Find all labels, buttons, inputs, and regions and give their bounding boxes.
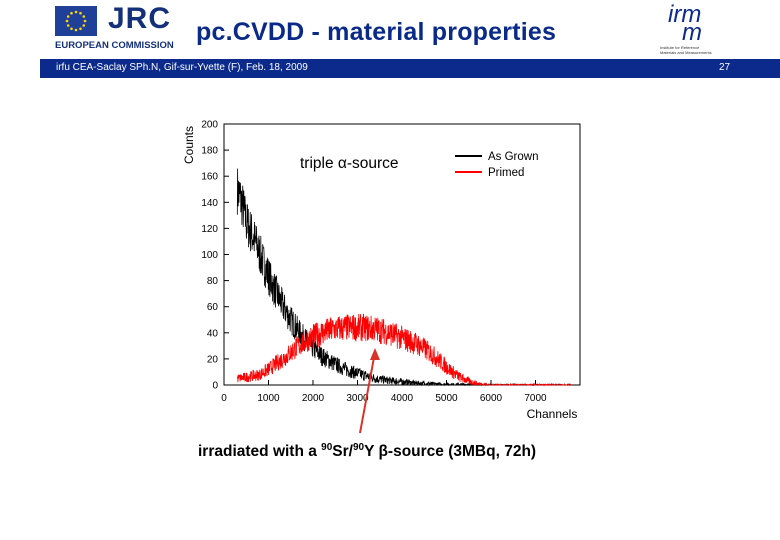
caption-isotope-2: 90 [352,442,365,453]
eu-star-icon [65,19,69,23]
header-bar [40,59,780,78]
x-tick-label: 0 [221,393,227,404]
chart-title: triple α-source [300,155,399,172]
eu-star-icon [79,11,82,15]
x-tick-label: 1000 [257,393,280,404]
eu-star-icon [82,15,86,18]
series-line-primed [236,313,572,387]
jrc-logo-text: JRC [108,2,172,35]
annotation-arrowhead [370,348,380,360]
eu-star-icon [70,11,73,15]
irmm-logo-text-2: m [682,19,702,46]
eu-star-icon [70,27,73,31]
caption-prefix: irradiated with a [198,443,322,461]
x-tick-label: 7000 [524,393,547,404]
y-tick-label: 160 [201,172,218,183]
eu-star-icon [66,15,70,18]
x-tick-label: 6000 [480,393,503,404]
legend-label: As Grown [488,151,539,163]
x-tick-label: 3000 [346,393,369,404]
annotation-arrow [359,351,376,434]
slide-number: 27 [719,62,731,73]
eu-star-icon [79,27,82,31]
header-bar-text: irfu CEA-Saclay SPh.N, Gif-sur-Yvette (F… [56,62,308,73]
y-tick-label: 60 [207,302,219,313]
x-tick-label: 2000 [302,393,325,404]
y-tick-label: 20 [207,354,219,365]
y-tick-label: 120 [201,224,218,235]
x-tick-label: 4000 [391,393,414,404]
series-line-as-grown [236,168,572,387]
y-tick-label: 200 [201,120,218,131]
page-title: pc.CVDD - material properties [196,18,557,46]
y-tick-label: 140 [201,198,218,209]
y-tick-label: 0 [212,381,218,392]
eu-star-icon [66,24,70,27]
legend-label: Primed [488,167,524,179]
eu-star-icon [83,19,87,23]
y-tick-label: 80 [207,276,219,287]
eu-flag-icon [55,6,97,36]
chart-legend: As Grown Primed [455,151,539,179]
irmm-subtext-2: Materials and Measurements [660,50,712,55]
caption-sr: Sr/ [332,443,353,461]
x-tick-label: 5000 [435,393,458,404]
y-tick-label: 40 [207,328,219,339]
irradiation-caption: irradiated with a 90Sr/90Y β-source (3MB… [198,442,536,461]
irmm-logo: irm m Institute for Reference Materials … [660,0,740,60]
y-tick-label: 180 [201,146,218,157]
caption-rest: Y β-source (3MBq, 72h) [364,443,537,461]
plot-frame [223,123,581,386]
irmm-subtext-1: Institute for Reference [660,45,700,50]
x-axis-label: Channels [527,407,578,421]
caption-isotope-1: 90 [321,442,333,453]
y-tick-label: 100 [201,250,218,261]
eu-star-icon [74,10,78,14]
eu-star-icon [82,24,86,27]
irmm-logo-text: irm [668,1,701,28]
european-commission-text: EUROPEAN COMMISSION [55,40,174,51]
eu-star-icon [74,28,78,32]
y-axis-label: Counts [182,126,196,164]
